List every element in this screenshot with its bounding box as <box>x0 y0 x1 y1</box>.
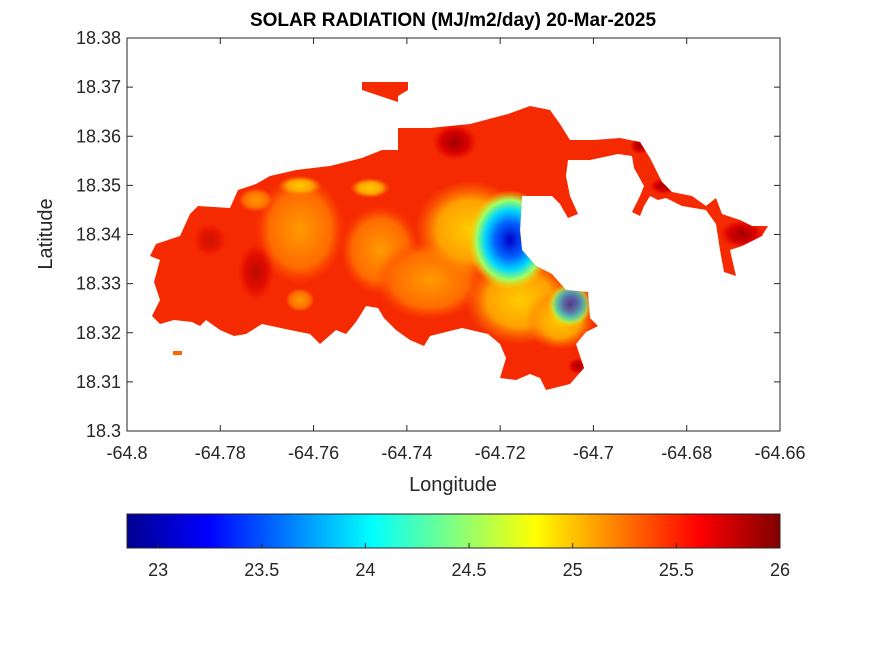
x-tick-label: -64.78 <box>195 443 246 463</box>
colorbar <box>126 513 781 549</box>
y-tick-label: 18.33 <box>76 274 121 294</box>
x-tick-label: -64.74 <box>381 443 432 463</box>
colorbar-tick-label: 23.5 <box>244 560 279 580</box>
chart-title: SOLAR RADIATION (MJ/m2/day) 20-Mar-2025 <box>250 10 657 31</box>
x-tick-label: -64.66 <box>754 443 805 463</box>
x-axis-label: Longitude <box>409 474 497 496</box>
y-axis-label: Latitude <box>35 198 57 269</box>
y-tick-label: 18.34 <box>76 225 121 245</box>
y-tick-label: 18.38 <box>76 28 121 48</box>
colorbar-tick-label: 23 <box>148 560 168 580</box>
y-tick-label: 18.36 <box>76 126 121 146</box>
y-tick-label: 18.3 <box>86 421 121 441</box>
x-tick-label: -64.72 <box>475 443 526 463</box>
y-tick-label: 18.31 <box>76 372 121 392</box>
colorbar-tick-label: 26 <box>770 560 790 580</box>
y-axis: 18.3 18.31 18.32 18.33 18.34 18.35 18.36 18.37 1… <box>76 28 780 441</box>
y-tick-label: 18.35 <box>76 175 121 195</box>
colorbar-tick-label: 24 <box>355 560 375 580</box>
x-tick-label: -64.68 <box>661 443 712 463</box>
colorbar-ticks: 23 23.5 24 24.5 25 25.5 26 <box>148 543 790 580</box>
x-tick-label: -64.7 <box>573 443 614 463</box>
colorbar-tick-label: 25.5 <box>659 560 694 580</box>
x-tick-label: -64.76 <box>288 443 339 463</box>
colorbar-tick-label: 25 <box>563 560 583 580</box>
x-tick-label: -64.8 <box>106 443 147 463</box>
colorbar-tick-label: 24.5 <box>452 560 487 580</box>
y-tick-label: 18.37 <box>76 77 121 97</box>
y-tick-label: 18.32 <box>76 323 121 343</box>
x-axis: -64.8 -64.78 -64.76 -64.74 -64.72 -64.7 -64.68… <box>106 38 806 463</box>
